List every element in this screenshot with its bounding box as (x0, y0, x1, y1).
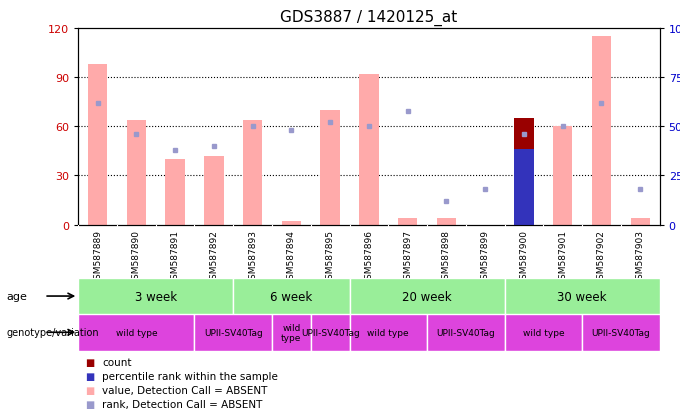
Text: wild type: wild type (116, 328, 157, 337)
Bar (437, 218, 456, 225)
Text: ■: ■ (85, 357, 95, 367)
Bar (630, 218, 650, 225)
Text: UPII-SV40Tag: UPII-SV40Tag (592, 328, 650, 337)
Bar (78, 314, 194, 351)
Bar (398, 218, 418, 225)
Text: UPII-SV40Tag: UPII-SV40Tag (437, 328, 495, 337)
Text: GSM587900: GSM587900 (520, 229, 528, 284)
Text: GSM587892: GSM587892 (209, 229, 218, 284)
Text: 20 week: 20 week (403, 290, 452, 303)
Text: GSM587902: GSM587902 (597, 229, 606, 284)
Text: GSM587896: GSM587896 (364, 229, 373, 284)
Text: age: age (7, 291, 28, 301)
Text: wild type: wild type (367, 328, 409, 337)
Text: GSM587893: GSM587893 (248, 229, 257, 284)
Text: 3 week: 3 week (135, 290, 177, 303)
Text: wild
type: wild type (282, 323, 301, 342)
Text: value, Detection Call = ABSENT: value, Detection Call = ABSENT (102, 385, 267, 395)
Text: 30 week: 30 week (558, 290, 607, 303)
Bar (505, 279, 660, 314)
Bar (282, 222, 301, 225)
Text: GSM587899: GSM587899 (481, 229, 490, 284)
Bar (165, 160, 185, 225)
Bar (582, 314, 660, 351)
Bar (427, 314, 505, 351)
Text: percentile rank within the sample: percentile rank within the sample (102, 371, 278, 381)
Bar (350, 279, 505, 314)
Bar (233, 279, 350, 314)
Bar (514, 119, 534, 225)
Bar (126, 121, 146, 225)
Bar (553, 127, 573, 225)
Bar (311, 314, 350, 351)
Text: ■: ■ (85, 399, 95, 409)
Bar (320, 111, 340, 225)
Text: count: count (102, 357, 131, 367)
Text: UPII-SV40Tag: UPII-SV40Tag (204, 328, 262, 337)
Text: genotype/variation: genotype/variation (7, 328, 99, 337)
Text: GSM587889: GSM587889 (93, 229, 102, 284)
Text: UPII-SV40Tag: UPII-SV40Tag (301, 328, 360, 337)
Text: GSM587891: GSM587891 (171, 229, 180, 284)
Text: rank, Detection Call = ABSENT: rank, Detection Call = ABSENT (102, 399, 262, 409)
Title: GDS3887 / 1420125_at: GDS3887 / 1420125_at (280, 10, 458, 26)
Bar (78, 279, 233, 314)
Bar (350, 314, 427, 351)
Text: 6 week: 6 week (270, 290, 313, 303)
Bar (204, 157, 224, 225)
Text: ■: ■ (85, 371, 95, 381)
Bar (88, 65, 107, 225)
Text: GSM587895: GSM587895 (326, 229, 335, 284)
Text: GSM587901: GSM587901 (558, 229, 567, 284)
Text: GSM587903: GSM587903 (636, 229, 645, 284)
Text: GSM587894: GSM587894 (287, 229, 296, 284)
Bar (194, 314, 272, 351)
Text: GSM587890: GSM587890 (132, 229, 141, 284)
Text: GSM587898: GSM587898 (442, 229, 451, 284)
Bar (505, 314, 582, 351)
Bar (359, 75, 379, 225)
Text: GSM587897: GSM587897 (403, 229, 412, 284)
Bar (592, 37, 611, 225)
Bar (272, 314, 311, 351)
Text: wild type: wild type (522, 328, 564, 337)
Bar (243, 121, 262, 225)
Text: ■: ■ (85, 385, 95, 395)
Bar (514, 150, 534, 225)
